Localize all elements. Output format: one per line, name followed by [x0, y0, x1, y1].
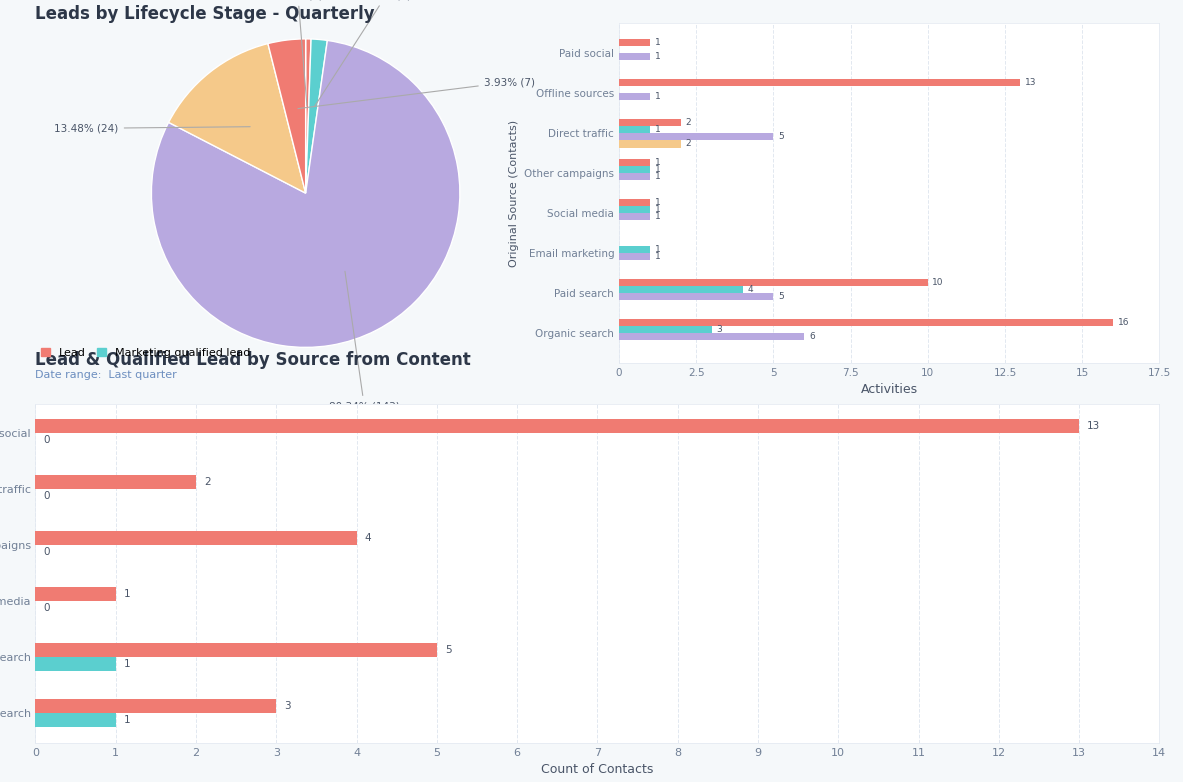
Text: 1: 1	[654, 158, 660, 167]
Text: 2: 2	[685, 118, 691, 127]
Bar	[619, 206, 649, 213]
Text: 13: 13	[1087, 421, 1100, 431]
Wedge shape	[151, 41, 460, 347]
Bar	[619, 293, 774, 300]
Text: 1: 1	[654, 92, 660, 102]
Text: 0: 0	[44, 435, 50, 445]
Text: 5: 5	[778, 132, 784, 142]
Text: 0: 0	[44, 547, 50, 558]
Bar	[619, 159, 649, 166]
Bar	[619, 173, 649, 181]
Text: 4: 4	[748, 285, 752, 294]
Bar	[619, 133, 774, 141]
Wedge shape	[169, 44, 305, 193]
Text: 0.56% (1): 0.56% (1)	[272, 0, 323, 106]
Bar	[619, 166, 649, 173]
Text: 1: 1	[654, 245, 660, 254]
Bar	[619, 39, 649, 46]
Bar	[619, 246, 649, 253]
Bar	[619, 79, 1021, 86]
Bar	[619, 253, 649, 260]
Text: 5: 5	[778, 292, 784, 301]
Text: 1: 1	[654, 125, 660, 134]
Text: 1: 1	[654, 52, 660, 61]
Text: 0: 0	[44, 603, 50, 613]
Text: 13: 13	[1024, 78, 1036, 87]
Bar	[35, 587, 116, 601]
Text: 1: 1	[124, 716, 130, 726]
Text: 3.93% (7): 3.93% (7)	[298, 77, 535, 109]
Text: 6: 6	[809, 332, 815, 341]
Text: 1: 1	[654, 38, 660, 47]
Bar	[619, 213, 649, 221]
Bar	[619, 278, 927, 286]
Text: 1: 1	[124, 659, 130, 669]
Wedge shape	[305, 39, 328, 193]
Y-axis label: Original Source (Contacts): Original Source (Contacts)	[509, 120, 518, 267]
Text: 10: 10	[932, 278, 944, 287]
Bar	[619, 93, 649, 100]
Text: 1: 1	[654, 212, 660, 221]
Bar	[619, 318, 1113, 326]
Text: 1: 1	[124, 590, 130, 599]
Bar	[35, 644, 437, 658]
Legend: Lead, Marketing qualified lead: Lead, Marketing qualified lead	[41, 348, 250, 358]
Bar	[619, 333, 804, 340]
Bar	[619, 286, 743, 293]
Bar	[619, 53, 649, 60]
Text: Date range:  Last quarter: Date range: Last quarter	[35, 370, 177, 379]
Text: Lead & Qualified Lead by Source from Content: Lead & Qualified Lead by Source from Con…	[35, 350, 471, 368]
Bar	[619, 141, 680, 148]
Bar	[35, 713, 116, 727]
Text: Leads by Lifecycle Stage - Quarterly: Leads by Lifecycle Stage - Quarterly	[35, 5, 375, 23]
Bar	[619, 126, 649, 133]
Text: 1: 1	[654, 165, 660, 174]
Bar	[619, 199, 649, 206]
Wedge shape	[267, 39, 305, 193]
Text: 1: 1	[654, 205, 660, 214]
Text: 13.48% (24): 13.48% (24)	[54, 124, 250, 134]
Text: 80.34% (143): 80.34% (143)	[329, 271, 400, 411]
Text: 16: 16	[1118, 317, 1129, 327]
Text: 3: 3	[284, 701, 291, 712]
Bar	[619, 119, 680, 126]
Bar	[35, 419, 1079, 433]
Text: 4: 4	[364, 533, 371, 543]
Text: 1.69% (3): 1.69% (3)	[315, 0, 412, 106]
Text: 1: 1	[654, 172, 660, 181]
Text: 2: 2	[685, 139, 691, 149]
Bar	[35, 475, 196, 489]
Text: 3: 3	[716, 325, 722, 334]
Text: 0: 0	[44, 491, 50, 501]
Bar	[35, 658, 116, 672]
Text: 1: 1	[654, 198, 660, 206]
X-axis label: Activities: Activities	[860, 383, 918, 396]
Text: 1: 1	[654, 252, 660, 261]
Bar	[619, 326, 712, 333]
Wedge shape	[305, 39, 311, 193]
Bar	[35, 531, 356, 545]
X-axis label: Count of Contacts: Count of Contacts	[542, 763, 653, 777]
Bar	[35, 699, 277, 713]
Text: 5: 5	[445, 645, 452, 655]
Text: 2: 2	[203, 477, 211, 487]
